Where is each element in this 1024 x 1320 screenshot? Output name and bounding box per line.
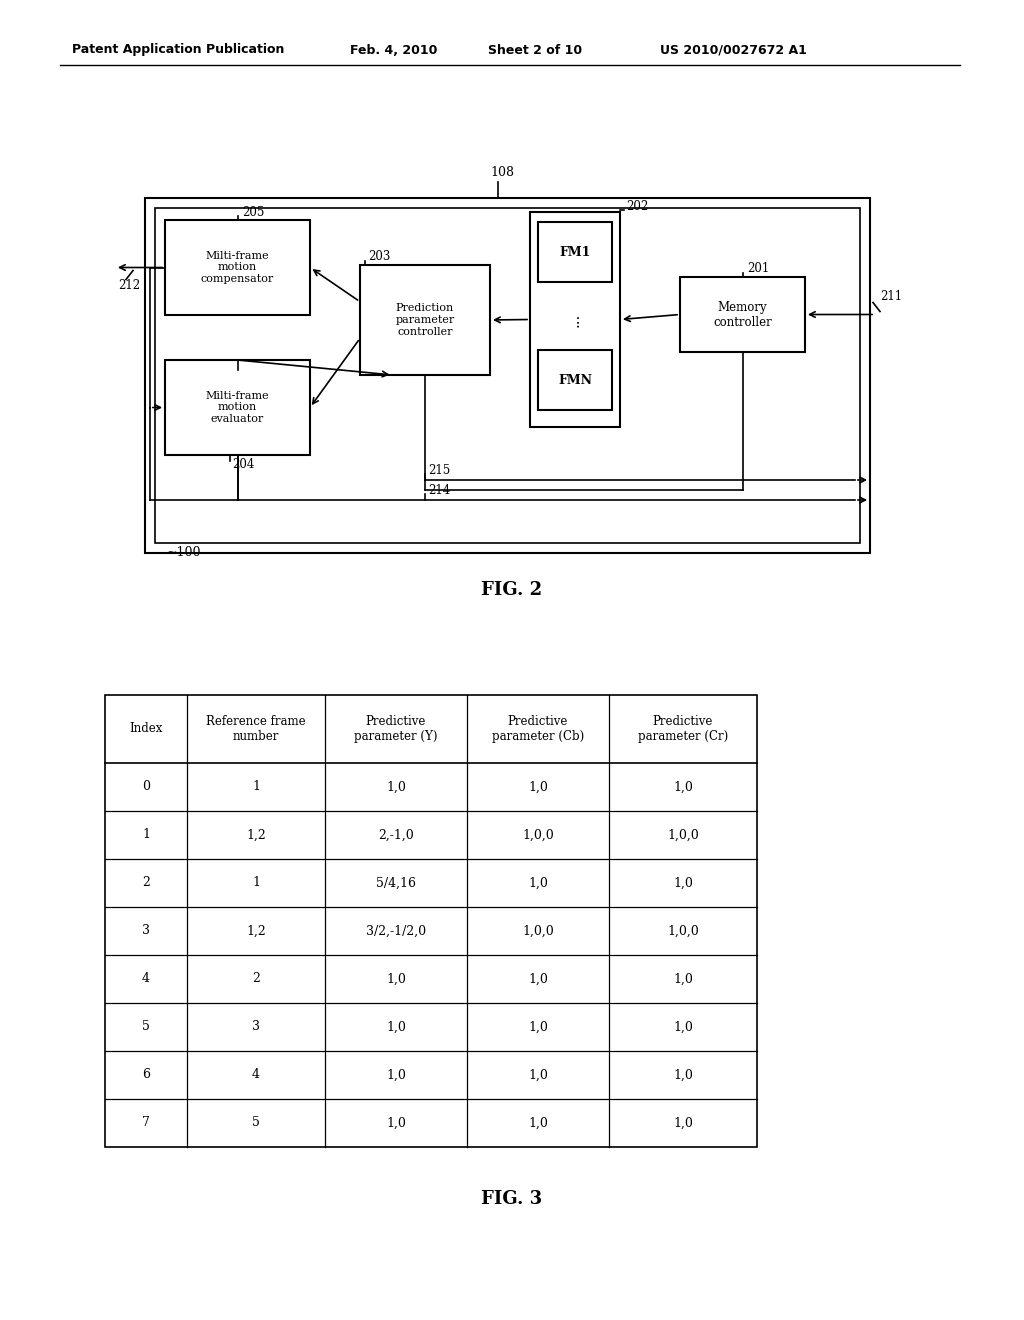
Text: Milti-frame
motion
compensator: Milti-frame motion compensator — [201, 251, 274, 284]
Text: 1,2: 1,2 — [246, 829, 266, 842]
Text: 211: 211 — [880, 290, 902, 304]
Bar — [530, 213, 620, 426]
Text: ...: ... — [568, 313, 582, 326]
Text: 1,0: 1,0 — [528, 973, 548, 986]
Text: FMN: FMN — [558, 374, 592, 387]
Text: Predictive
parameter (Cb): Predictive parameter (Cb) — [492, 715, 584, 743]
Bar — [538, 222, 612, 282]
Text: 5: 5 — [252, 1117, 260, 1130]
Text: 1,0: 1,0 — [386, 1068, 406, 1081]
Bar — [165, 360, 310, 455]
Text: 1,0: 1,0 — [386, 1020, 406, 1034]
Text: 1,0: 1,0 — [673, 876, 693, 890]
Text: FM1: FM1 — [559, 246, 591, 259]
Text: 1,0: 1,0 — [673, 973, 693, 986]
Text: Reference frame
number: Reference frame number — [206, 715, 306, 743]
Text: US 2010/0027672 A1: US 2010/0027672 A1 — [660, 44, 807, 57]
Text: 201: 201 — [748, 263, 770, 276]
Text: 1,0: 1,0 — [386, 780, 406, 793]
Text: 1: 1 — [252, 876, 260, 890]
Text: FIG. 2: FIG. 2 — [481, 581, 543, 599]
Text: 2: 2 — [252, 973, 260, 986]
Text: 1,0,0: 1,0,0 — [667, 829, 698, 842]
Text: 1,0,0: 1,0,0 — [522, 924, 554, 937]
Text: 0: 0 — [142, 780, 150, 793]
Text: 1,0: 1,0 — [528, 1117, 548, 1130]
Text: 1,0: 1,0 — [528, 1020, 548, 1034]
Bar — [538, 350, 612, 411]
Text: 3: 3 — [142, 924, 150, 937]
Text: Patent Application Publication: Patent Application Publication — [72, 44, 285, 57]
Text: 1,0: 1,0 — [528, 876, 548, 890]
Text: Predictive
parameter (Y): Predictive parameter (Y) — [354, 715, 437, 743]
Text: 1,0: 1,0 — [673, 1068, 693, 1081]
Text: 1,0: 1,0 — [673, 1117, 693, 1130]
Bar — [360, 265, 490, 375]
Text: 214: 214 — [428, 483, 451, 496]
Text: 212: 212 — [118, 279, 140, 292]
Text: 6: 6 — [142, 1068, 150, 1081]
Text: 204: 204 — [232, 458, 255, 471]
Text: 1,0,0: 1,0,0 — [667, 924, 698, 937]
Text: FIG. 3: FIG. 3 — [481, 1191, 543, 1208]
Text: Sheet 2 of 10: Sheet 2 of 10 — [488, 44, 582, 57]
Text: Milti-frame
motion
evaluator: Milti-frame motion evaluator — [206, 391, 269, 424]
Text: ~100: ~100 — [167, 545, 202, 558]
Text: 1,0,0: 1,0,0 — [522, 829, 554, 842]
Text: 2,-1,0: 2,-1,0 — [378, 829, 414, 842]
Bar — [165, 220, 310, 315]
Text: Memory
controller: Memory controller — [713, 301, 772, 329]
Bar — [155, 209, 860, 543]
Text: Feb. 4, 2010: Feb. 4, 2010 — [350, 44, 437, 57]
Text: 205: 205 — [243, 206, 265, 219]
Text: 2: 2 — [142, 876, 150, 890]
Text: 203: 203 — [368, 251, 390, 264]
Bar — [105, 696, 757, 1147]
Text: 1,0: 1,0 — [673, 1020, 693, 1034]
Bar — [680, 277, 805, 352]
Text: 1: 1 — [252, 780, 260, 793]
Text: 4: 4 — [252, 1068, 260, 1081]
Text: 4: 4 — [142, 973, 150, 986]
Text: 1: 1 — [142, 829, 150, 842]
Text: 1,0: 1,0 — [673, 780, 693, 793]
Text: 3/2,-1/2,0: 3/2,-1/2,0 — [366, 924, 426, 937]
Text: 5/4,16: 5/4,16 — [376, 876, 416, 890]
Text: 108: 108 — [490, 165, 514, 178]
Bar — [145, 198, 870, 553]
Text: 202: 202 — [626, 201, 648, 214]
Text: 5: 5 — [142, 1020, 150, 1034]
Text: 1,2: 1,2 — [246, 924, 266, 937]
Text: Index: Index — [129, 722, 163, 735]
Text: 1,0: 1,0 — [528, 1068, 548, 1081]
Text: 3: 3 — [252, 1020, 260, 1034]
Text: 1,0: 1,0 — [528, 780, 548, 793]
Text: 1,0: 1,0 — [386, 973, 406, 986]
Text: Prediction
parameter
controller: Prediction parameter controller — [395, 304, 455, 337]
Text: 1,0: 1,0 — [386, 1117, 406, 1130]
Text: Predictive
parameter (Cr): Predictive parameter (Cr) — [638, 715, 728, 743]
Text: 215: 215 — [428, 463, 451, 477]
Text: 7: 7 — [142, 1117, 150, 1130]
